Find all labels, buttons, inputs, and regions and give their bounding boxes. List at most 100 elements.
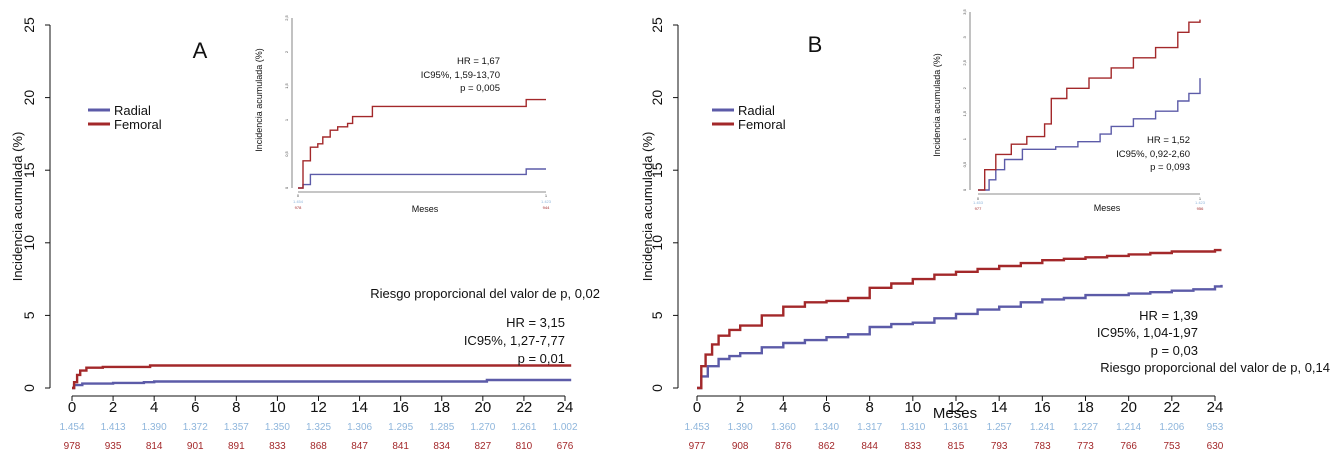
annotation: Riesgo proporcional del valor de p, 0,14 xyxy=(1100,360,1330,375)
at-risk-radial: 1.310 xyxy=(900,422,925,433)
y-tick-label: 0 xyxy=(21,384,37,392)
at-risk-femoral: 834 xyxy=(433,441,450,452)
series-line-radial xyxy=(697,284,1223,390)
x-tick-label: 2 xyxy=(109,399,117,416)
at-risk-radial: 1.325 xyxy=(306,422,331,433)
y-tick-label: 10 xyxy=(21,235,37,251)
at-risk-radial: 1.285 xyxy=(429,422,454,433)
inset-at-risk-radial: 1.423 xyxy=(541,199,552,204)
inset-annotation: HR = 1,52 xyxy=(1147,135,1190,146)
inset-y-tick-label: 0,5 xyxy=(962,161,967,167)
legend-label-radial: Radial xyxy=(738,103,775,118)
at-risk-radial: 953 xyxy=(1207,422,1224,433)
inset-series-line-radial xyxy=(978,78,1201,191)
x-tick-label: 14 xyxy=(991,399,1008,416)
inset-x-tick-label: 0 xyxy=(977,196,980,201)
inset-x-axis-label: Meses xyxy=(1094,203,1121,213)
inset-annotation: p = 0,093 xyxy=(1150,162,1190,173)
at-risk-radial: 1.306 xyxy=(347,422,372,433)
inset-at-risk-femoral: 944 xyxy=(543,205,550,210)
annotation: HR = 3,15 xyxy=(506,315,565,330)
at-risk-femoral: 844 xyxy=(861,441,878,452)
inset-y-tick-label: 2 xyxy=(962,86,967,89)
inset-at-risk-radial: 1.454 xyxy=(293,199,304,204)
annotation: IC95%, 1,04-1,97 xyxy=(1097,325,1198,340)
inset-y-tick-label: 0,5 xyxy=(284,150,289,156)
inset-series-line-radial xyxy=(298,168,546,189)
series-line-radial xyxy=(72,378,572,390)
x-tick-label: 16 xyxy=(1034,399,1051,416)
at-risk-radial: 1.372 xyxy=(183,422,208,433)
y-tick-label: 5 xyxy=(649,311,665,319)
x-tick-label: 18 xyxy=(433,399,450,416)
inset-annotation: p = 0,005 xyxy=(460,83,500,94)
at-risk-femoral: 908 xyxy=(732,441,749,452)
legend-label-femoral: Femoral xyxy=(114,117,162,132)
x-tick-label: 4 xyxy=(150,399,158,416)
inset-y-tick-label: 2,5 xyxy=(962,59,967,65)
panel-label: A xyxy=(193,38,208,63)
x-tick-label: 8 xyxy=(865,399,873,416)
inset-annotation: IC95%, 1,59-13,70 xyxy=(421,70,500,81)
x-tick-label: 10 xyxy=(904,399,921,416)
inset-y-tick-label: 1,5 xyxy=(284,82,289,88)
x-tick-label: 2 xyxy=(736,399,744,416)
y-tick-label: 25 xyxy=(649,17,665,33)
inset-x-axis-label: Meses xyxy=(412,204,439,214)
at-risk-radial: 1.413 xyxy=(101,422,126,433)
at-risk-radial: 1.214 xyxy=(1116,422,1141,433)
at-risk-radial: 1.206 xyxy=(1159,422,1184,433)
inset-y-tick-label: 1 xyxy=(962,137,967,140)
panel-label: B xyxy=(808,32,823,57)
inset-x-tick-label: 1 xyxy=(1199,196,1202,201)
x-tick-label: 8 xyxy=(232,399,240,416)
y-tick-label: 15 xyxy=(21,162,37,178)
y-tick-label: 0 xyxy=(649,384,665,392)
x-tick-label: 24 xyxy=(557,399,574,416)
annotation: p = 0,03 xyxy=(1151,343,1198,358)
at-risk-femoral: 814 xyxy=(146,441,163,452)
inset-at-risk-femoral: 956 xyxy=(1197,206,1204,211)
y-tick-label: 10 xyxy=(649,235,665,251)
inset-y-tick-label: 3 xyxy=(962,36,967,39)
annotation: IC95%, 1,27-7,77 xyxy=(464,333,565,348)
y-tick-label: 25 xyxy=(21,17,37,33)
at-risk-radial: 1.261 xyxy=(511,422,536,433)
x-tick-label: 12 xyxy=(310,399,327,416)
panel-a: 051015202501.45497821.41393541.39081461.… xyxy=(10,14,600,452)
inset-annotation: HR = 1,67 xyxy=(457,56,500,67)
x-tick-label: 0 xyxy=(68,399,76,416)
inset-at-risk-radial: 1.453 xyxy=(973,200,984,205)
x-tick-label: 18 xyxy=(1077,399,1094,416)
at-risk-femoral: 753 xyxy=(1163,441,1180,452)
at-risk-radial: 1.317 xyxy=(857,422,882,433)
annotation: Riesgo proporcional del valor de p, 0,02 xyxy=(370,286,600,301)
at-risk-femoral: 676 xyxy=(557,441,574,452)
x-tick-label: 16 xyxy=(392,399,409,416)
at-risk-femoral: 868 xyxy=(310,441,327,452)
x-tick-label: 22 xyxy=(1163,399,1180,416)
at-risk-radial: 1.361 xyxy=(943,422,968,433)
y-axis-label: Incidencia acumulada (%) xyxy=(10,132,25,282)
x-tick-label: 14 xyxy=(351,399,368,416)
x-tick-label: 10 xyxy=(269,399,286,416)
inset-annotation: IC95%, 0,92-2,60 xyxy=(1116,149,1190,160)
inset-x-tick-label: 0 xyxy=(297,193,300,198)
inset-series-line-femoral xyxy=(978,19,1201,191)
y-tick-label: 5 xyxy=(21,311,37,319)
y-tick-label: 15 xyxy=(649,162,665,178)
legend-label-femoral: Femoral xyxy=(738,117,786,132)
x-tick-label: 6 xyxy=(822,399,830,416)
inset-y-tick-label: 2,5 xyxy=(284,14,289,20)
x-tick-label: 12 xyxy=(948,399,965,416)
inset-chart: 00,511,522,533,501.45397711.423956MesesI… xyxy=(932,8,1206,213)
at-risk-radial: 1.241 xyxy=(1030,422,1055,433)
at-risk-radial: 1.390 xyxy=(728,422,753,433)
at-risk-radial: 1.360 xyxy=(771,422,796,433)
at-risk-femoral: 847 xyxy=(351,441,368,452)
y-tick-label: 20 xyxy=(649,90,665,106)
at-risk-femoral: 876 xyxy=(775,441,792,452)
